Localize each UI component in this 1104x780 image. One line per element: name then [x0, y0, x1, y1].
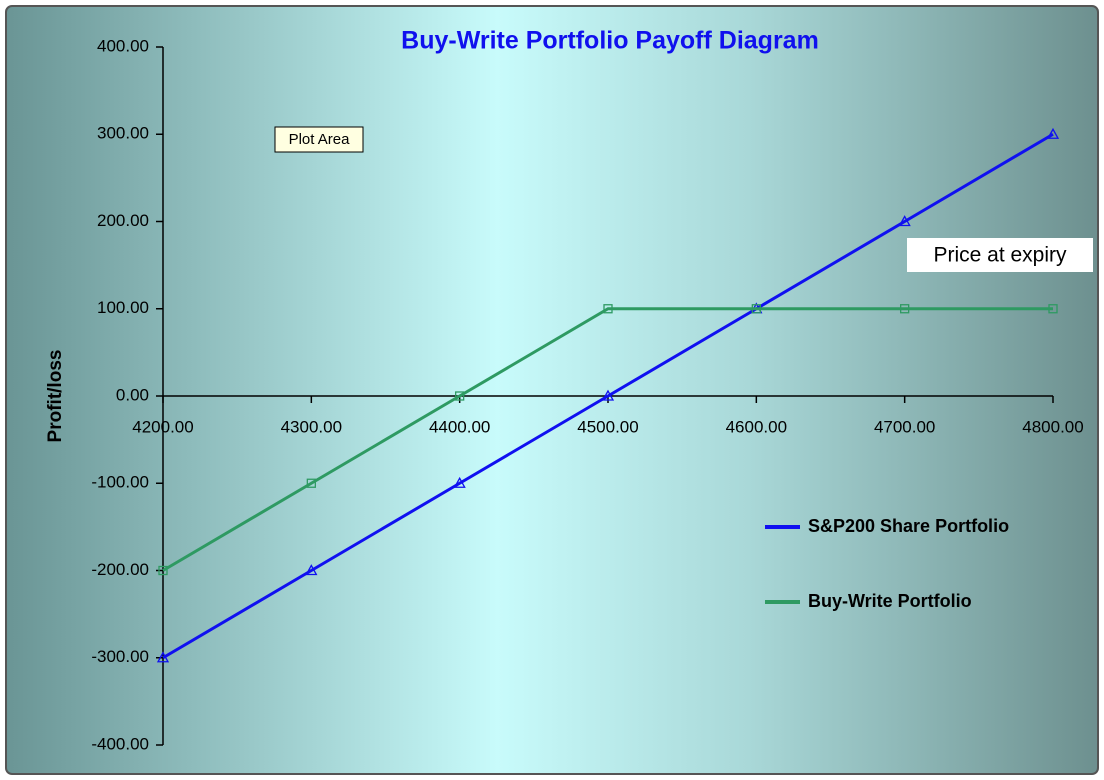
- y-tick-label: 400.00: [97, 36, 149, 55]
- chart-title: Buy-Write Portfolio Payoff Diagram: [401, 27, 819, 55]
- y-tick-label: -100.00: [91, 473, 149, 492]
- marker: [1048, 304, 1058, 314]
- y-tick-label: 200.00: [97, 211, 149, 230]
- annotation-box: [907, 238, 1093, 272]
- legend-label: Buy-Write Portfolio: [808, 591, 972, 611]
- marker: [898, 215, 911, 227]
- marker: [601, 389, 615, 401]
- x-tick-label: 4300.00: [281, 417, 342, 436]
- marker: [453, 476, 466, 488]
- series-line: [162, 132, 1054, 660]
- annotation: Price at expiry: [933, 244, 1067, 267]
- marker: [156, 651, 170, 663]
- y-tick-label: 300.00: [97, 124, 149, 143]
- marker: [455, 391, 465, 401]
- y-tick-label: -200.00: [91, 560, 149, 579]
- y-tick-label: 0.00: [116, 385, 149, 404]
- marker: [158, 565, 168, 576]
- marker: [900, 304, 910, 314]
- marker: [305, 564, 318, 576]
- y-axis-label: Profit/loss: [45, 350, 66, 443]
- x-tick-label: 4800.00: [1022, 417, 1083, 436]
- marker: [603, 304, 613, 314]
- marker: [751, 304, 761, 314]
- x-tick-label: 4600.00: [726, 417, 787, 436]
- y-tick-label: 100.00: [97, 298, 149, 317]
- x-tick-label: 4700.00: [874, 417, 935, 436]
- x-tick-label: 4400.00: [429, 417, 490, 436]
- y-tick-label: -400.00: [91, 734, 149, 753]
- y-tick-label: -300.00: [91, 647, 149, 666]
- tooltip: [274, 126, 364, 153]
- marker: [1046, 127, 1060, 139]
- x-tick-label: 4500.00: [577, 417, 638, 436]
- series-line: [162, 307, 1053, 572]
- legend-label: S&P200 Share Portfolio: [808, 516, 1009, 536]
- x-tick-label: 4200.00: [132, 417, 193, 436]
- chart-area: [5, 5, 1099, 775]
- marker: [306, 478, 316, 488]
- tooltip-text: Plot Area: [289, 131, 351, 148]
